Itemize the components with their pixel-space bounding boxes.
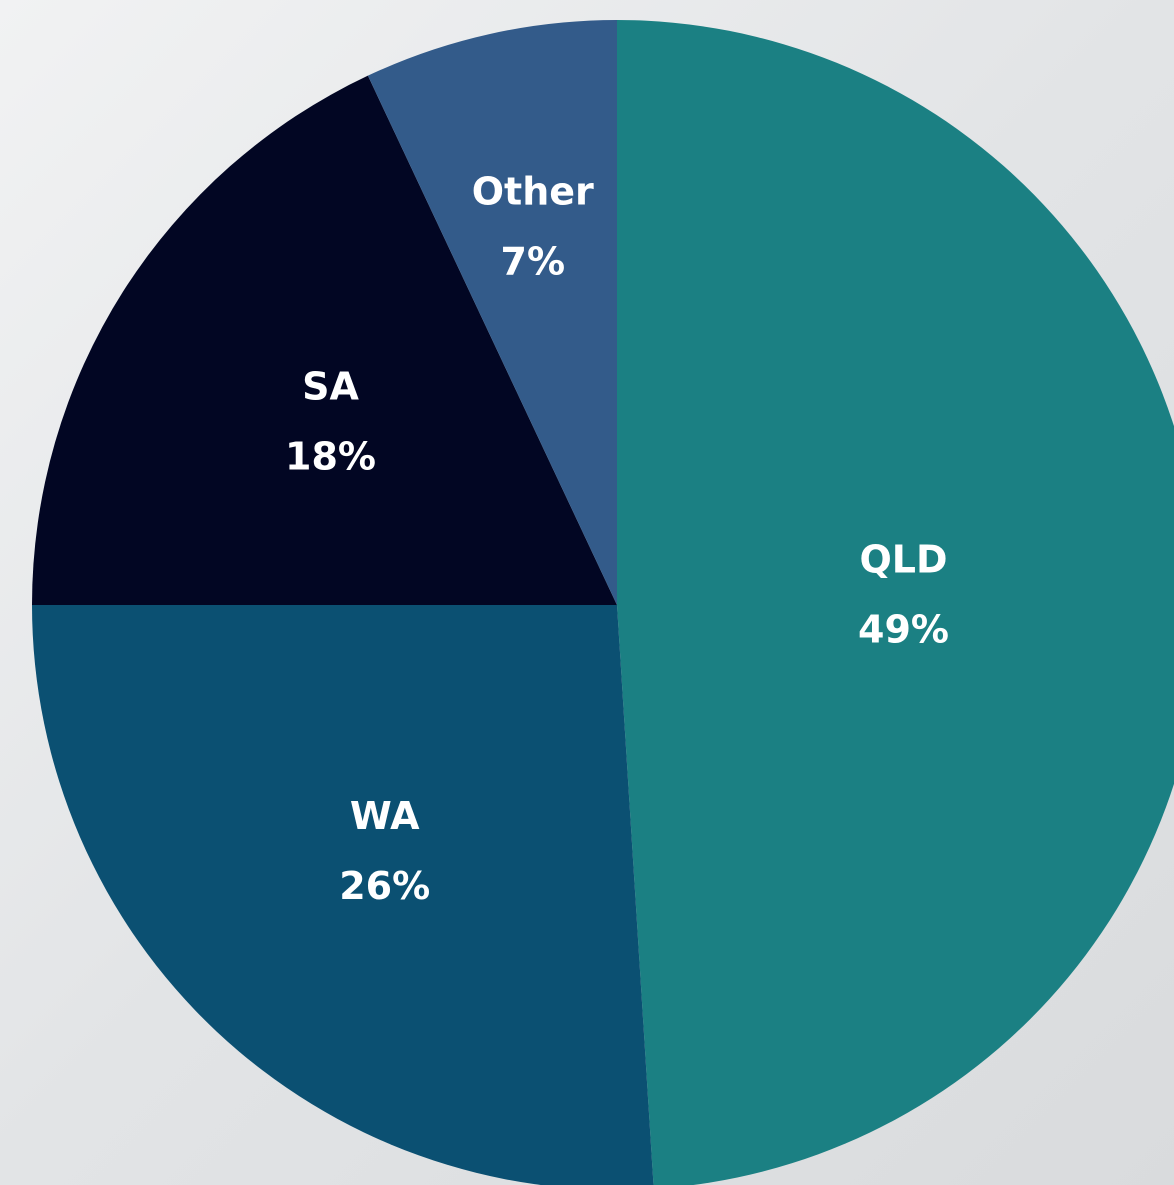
pie-slice (32, 605, 654, 1185)
slice-value-label: 49% (858, 607, 949, 651)
slice-label: QLD (859, 537, 947, 581)
slice-label: SA (302, 365, 359, 409)
pie-slice (367, 19, 617, 605)
slice-label: Other (472, 170, 594, 214)
slice-value-label: 26% (339, 864, 430, 908)
slice-label: WA (350, 794, 420, 838)
pie-slice (32, 75, 617, 606)
pie-slice (617, 20, 1174, 1185)
slice-value-label: 7% (501, 240, 566, 284)
slice-value-label: 18% (285, 435, 376, 479)
